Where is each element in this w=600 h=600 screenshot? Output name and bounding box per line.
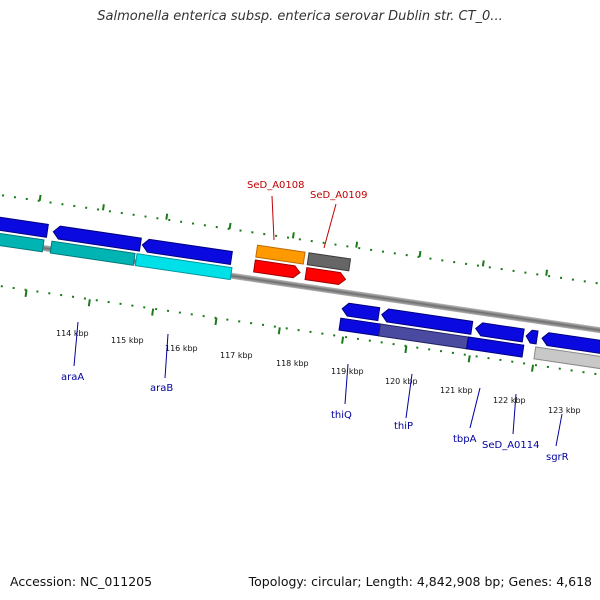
left-genes-upper (0, 216, 233, 266)
gene-label-araB[interactable]: araB (150, 383, 173, 394)
gene-labels: araA araB thiQ thiP tbpA SeD_A0114 sgrR (61, 321, 569, 463)
accession-text: Accession: NC_011205 (10, 574, 153, 589)
left-genes-lower (0, 232, 233, 281)
feature-red-2[interactable] (304, 267, 347, 286)
tick-label-123: 123 kbp (548, 406, 581, 415)
tick-label-116: 116 kbp (165, 344, 198, 353)
feature-label-SeD_A0108[interactable]: SeD_A0108 (247, 180, 305, 191)
gene-label-thiQ[interactable]: thiQ (331, 410, 352, 421)
gene-block-blue-7[interactable] (525, 329, 539, 345)
forward-features (253, 244, 352, 286)
feature-labels: SeD_A0108 SeD_A0109 (247, 180, 368, 249)
tick-label-120: 120 kbp (385, 377, 418, 386)
gene-block-gray-sgrR[interactable] (533, 346, 600, 372)
feature-red-1[interactable] (253, 259, 301, 279)
gene-block-blue-5[interactable] (381, 308, 474, 335)
right-genes (338, 302, 600, 372)
gene-block-cyan-araB[interactable] (134, 253, 233, 281)
gene-block-blue-8[interactable] (541, 332, 600, 357)
gene-block-blue-2[interactable] (52, 225, 142, 252)
feature-SeD_A0108[interactable] (255, 244, 306, 265)
gene-block-blue-4[interactable] (341, 302, 381, 322)
gene-label-sgrR[interactable]: sgrR (546, 452, 569, 463)
tick-label-115: 115 kbp (111, 336, 144, 345)
gene-block-blue-3[interactable] (141, 238, 233, 266)
tick-label-122: 122 kbp (493, 396, 526, 405)
feature-label-SeD_A0109[interactable]: SeD_A0109 (310, 190, 368, 201)
tick-label-121: 121 kbp (440, 386, 473, 395)
gene-block-blue-6[interactable] (475, 322, 525, 343)
tick-label-118: 118 kbp (276, 359, 309, 368)
gene-label-SeD_A0114[interactable]: SeD_A0114 (482, 440, 540, 451)
inner-scale (0, 283, 600, 378)
feature-SeD_A0109[interactable] (306, 252, 352, 272)
gene-block-blue-tbpA[interactable] (466, 336, 525, 358)
gene-label-araA[interactable]: araA (61, 372, 84, 383)
tick-label-114: 114 kbp (56, 329, 89, 338)
outer-scale (1, 194, 600, 289)
gene-block-teal-1[interactable] (0, 232, 45, 253)
gene-label-tbpA[interactable]: tbpA (453, 434, 477, 445)
gene-block-teal-araA[interactable] (49, 240, 136, 266)
map-title: Salmonella enterica subsp. enterica sero… (97, 9, 503, 24)
gene-block-blue-thiQ[interactable] (338, 317, 381, 337)
gene-block-blue-1[interactable] (0, 216, 49, 238)
topology-text: Topology: circular; Length: 4,842,908 bp… (248, 574, 592, 589)
tick-label-117: 117 kbp (220, 351, 253, 360)
gene-label-thiP[interactable]: thiP (394, 421, 413, 432)
